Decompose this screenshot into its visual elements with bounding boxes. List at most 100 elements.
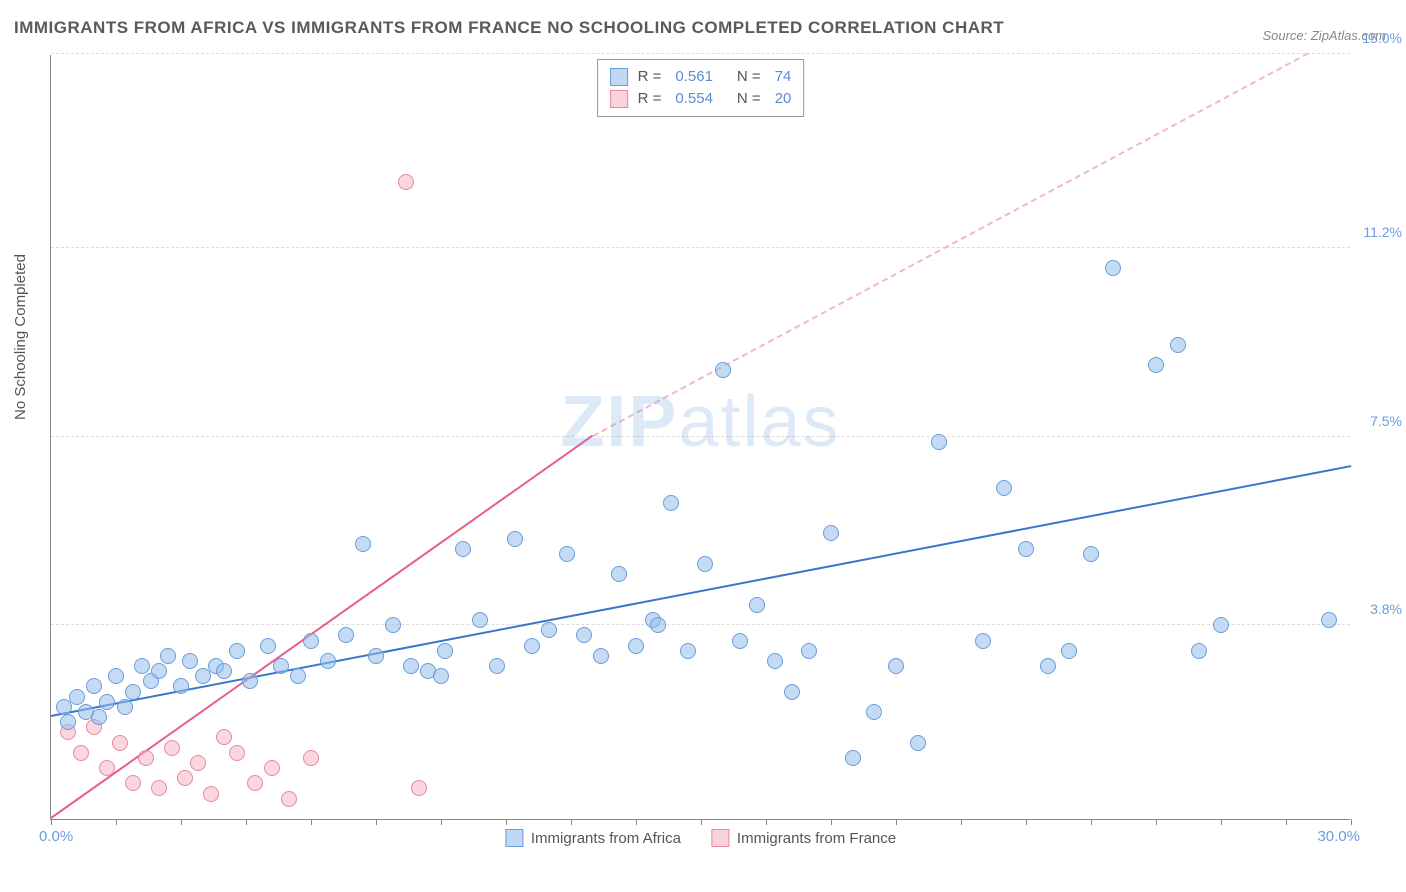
data-point-africa <box>1083 546 1099 562</box>
r-value-africa: 0.561 <box>675 66 713 88</box>
n-label: N = <box>737 88 761 110</box>
r-label: R = <box>638 66 662 88</box>
x-tick <box>571 819 572 825</box>
chart-plot-area: ZIPatlas R = 0.561 N = 74 R = 0.554 N = … <box>50 55 1350 820</box>
y-axis-label: No Schooling Completed <box>12 254 29 420</box>
gridline <box>51 247 1350 248</box>
legend-row-france: R = 0.554 N = 20 <box>610 88 792 110</box>
chart-title: IMMIGRANTS FROM AFRICA VS IMMIGRANTS FRO… <box>14 18 1004 38</box>
data-point-africa <box>338 627 354 643</box>
r-label: R = <box>638 88 662 110</box>
x-tick <box>1286 819 1287 825</box>
x-axis-start-label: 0.0% <box>39 828 73 845</box>
data-point-africa <box>489 658 505 674</box>
data-point-africa <box>1105 260 1121 276</box>
series-legend: Immigrants from Africa Immigrants from F… <box>505 829 896 847</box>
y-tick-label: 7.5% <box>1370 413 1402 429</box>
data-point-africa <box>749 597 765 613</box>
data-point-africa <box>732 633 748 649</box>
data-point-africa <box>715 362 731 378</box>
n-value-africa: 74 <box>775 66 792 88</box>
data-point-africa <box>507 531 523 547</box>
x-tick <box>506 819 507 825</box>
data-point-africa <box>1213 617 1229 633</box>
x-tick <box>766 819 767 825</box>
data-point-africa <box>242 673 258 689</box>
data-point-africa <box>1061 643 1077 659</box>
n-label: N = <box>737 66 761 88</box>
data-point-africa <box>117 699 133 715</box>
data-point-france <box>73 745 89 761</box>
x-tick <box>1026 819 1027 825</box>
data-point-africa <box>524 638 540 654</box>
data-point-africa <box>845 750 861 766</box>
legend-item-africa: Immigrants from Africa <box>505 829 681 847</box>
data-point-africa <box>160 648 176 664</box>
r-value-france: 0.554 <box>675 88 713 110</box>
data-point-france <box>112 735 128 751</box>
data-point-france <box>203 786 219 802</box>
data-point-africa <box>229 643 245 659</box>
legend-label-france: Immigrants from France <box>737 830 896 847</box>
y-tick-label: 15.0% <box>1362 30 1402 46</box>
data-point-france <box>411 780 427 796</box>
data-point-france <box>303 750 319 766</box>
data-point-africa <box>975 633 991 649</box>
data-point-france <box>138 750 154 766</box>
data-point-africa <box>611 566 627 582</box>
data-point-africa <box>996 480 1012 496</box>
x-tick <box>961 819 962 825</box>
data-point-france <box>264 760 280 776</box>
x-tick <box>116 819 117 825</box>
data-point-africa <box>593 648 609 664</box>
data-point-africa <box>151 663 167 679</box>
data-point-africa <box>355 536 371 552</box>
data-point-africa <box>801 643 817 659</box>
x-tick <box>831 819 832 825</box>
x-tick <box>1156 819 1157 825</box>
data-point-africa <box>650 617 666 633</box>
x-tick <box>636 819 637 825</box>
x-tick <box>376 819 377 825</box>
data-point-france <box>229 745 245 761</box>
swatch-blue-icon <box>505 829 523 847</box>
x-tick <box>181 819 182 825</box>
y-tick-label: 11.2% <box>1363 224 1402 240</box>
data-point-africa <box>576 627 592 643</box>
data-point-africa <box>69 689 85 705</box>
data-point-africa <box>216 663 232 679</box>
swatch-pink-icon <box>711 829 729 847</box>
data-point-africa <box>628 638 644 654</box>
data-point-africa <box>559 546 575 562</box>
swatch-blue-icon <box>610 68 628 86</box>
data-point-africa <box>320 653 336 669</box>
data-point-africa <box>108 668 124 684</box>
x-tick <box>896 819 897 825</box>
data-point-africa <box>1018 541 1034 557</box>
data-point-africa <box>455 541 471 557</box>
x-tick <box>311 819 312 825</box>
data-point-africa <box>437 643 453 659</box>
data-point-africa <box>866 704 882 720</box>
data-point-africa <box>697 556 713 572</box>
x-tick <box>1091 819 1092 825</box>
swatch-pink-icon <box>610 90 628 108</box>
data-point-france <box>247 775 263 791</box>
data-point-africa <box>99 694 115 710</box>
data-point-france <box>190 755 206 771</box>
data-point-africa <box>290 668 306 684</box>
data-point-africa <box>260 638 276 654</box>
x-tick <box>701 819 702 825</box>
data-point-africa <box>767 653 783 669</box>
x-tick <box>1351 819 1352 825</box>
data-point-africa <box>385 617 401 633</box>
data-point-africa <box>60 714 76 730</box>
x-axis-end-label: 30.0% <box>1317 828 1360 845</box>
data-point-africa <box>910 735 926 751</box>
data-point-france <box>281 791 297 807</box>
data-point-france <box>177 770 193 786</box>
data-point-france <box>125 775 141 791</box>
data-point-africa <box>125 684 141 700</box>
correlation-legend: R = 0.561 N = 74 R = 0.554 N = 20 <box>597 59 805 117</box>
data-point-africa <box>86 678 102 694</box>
